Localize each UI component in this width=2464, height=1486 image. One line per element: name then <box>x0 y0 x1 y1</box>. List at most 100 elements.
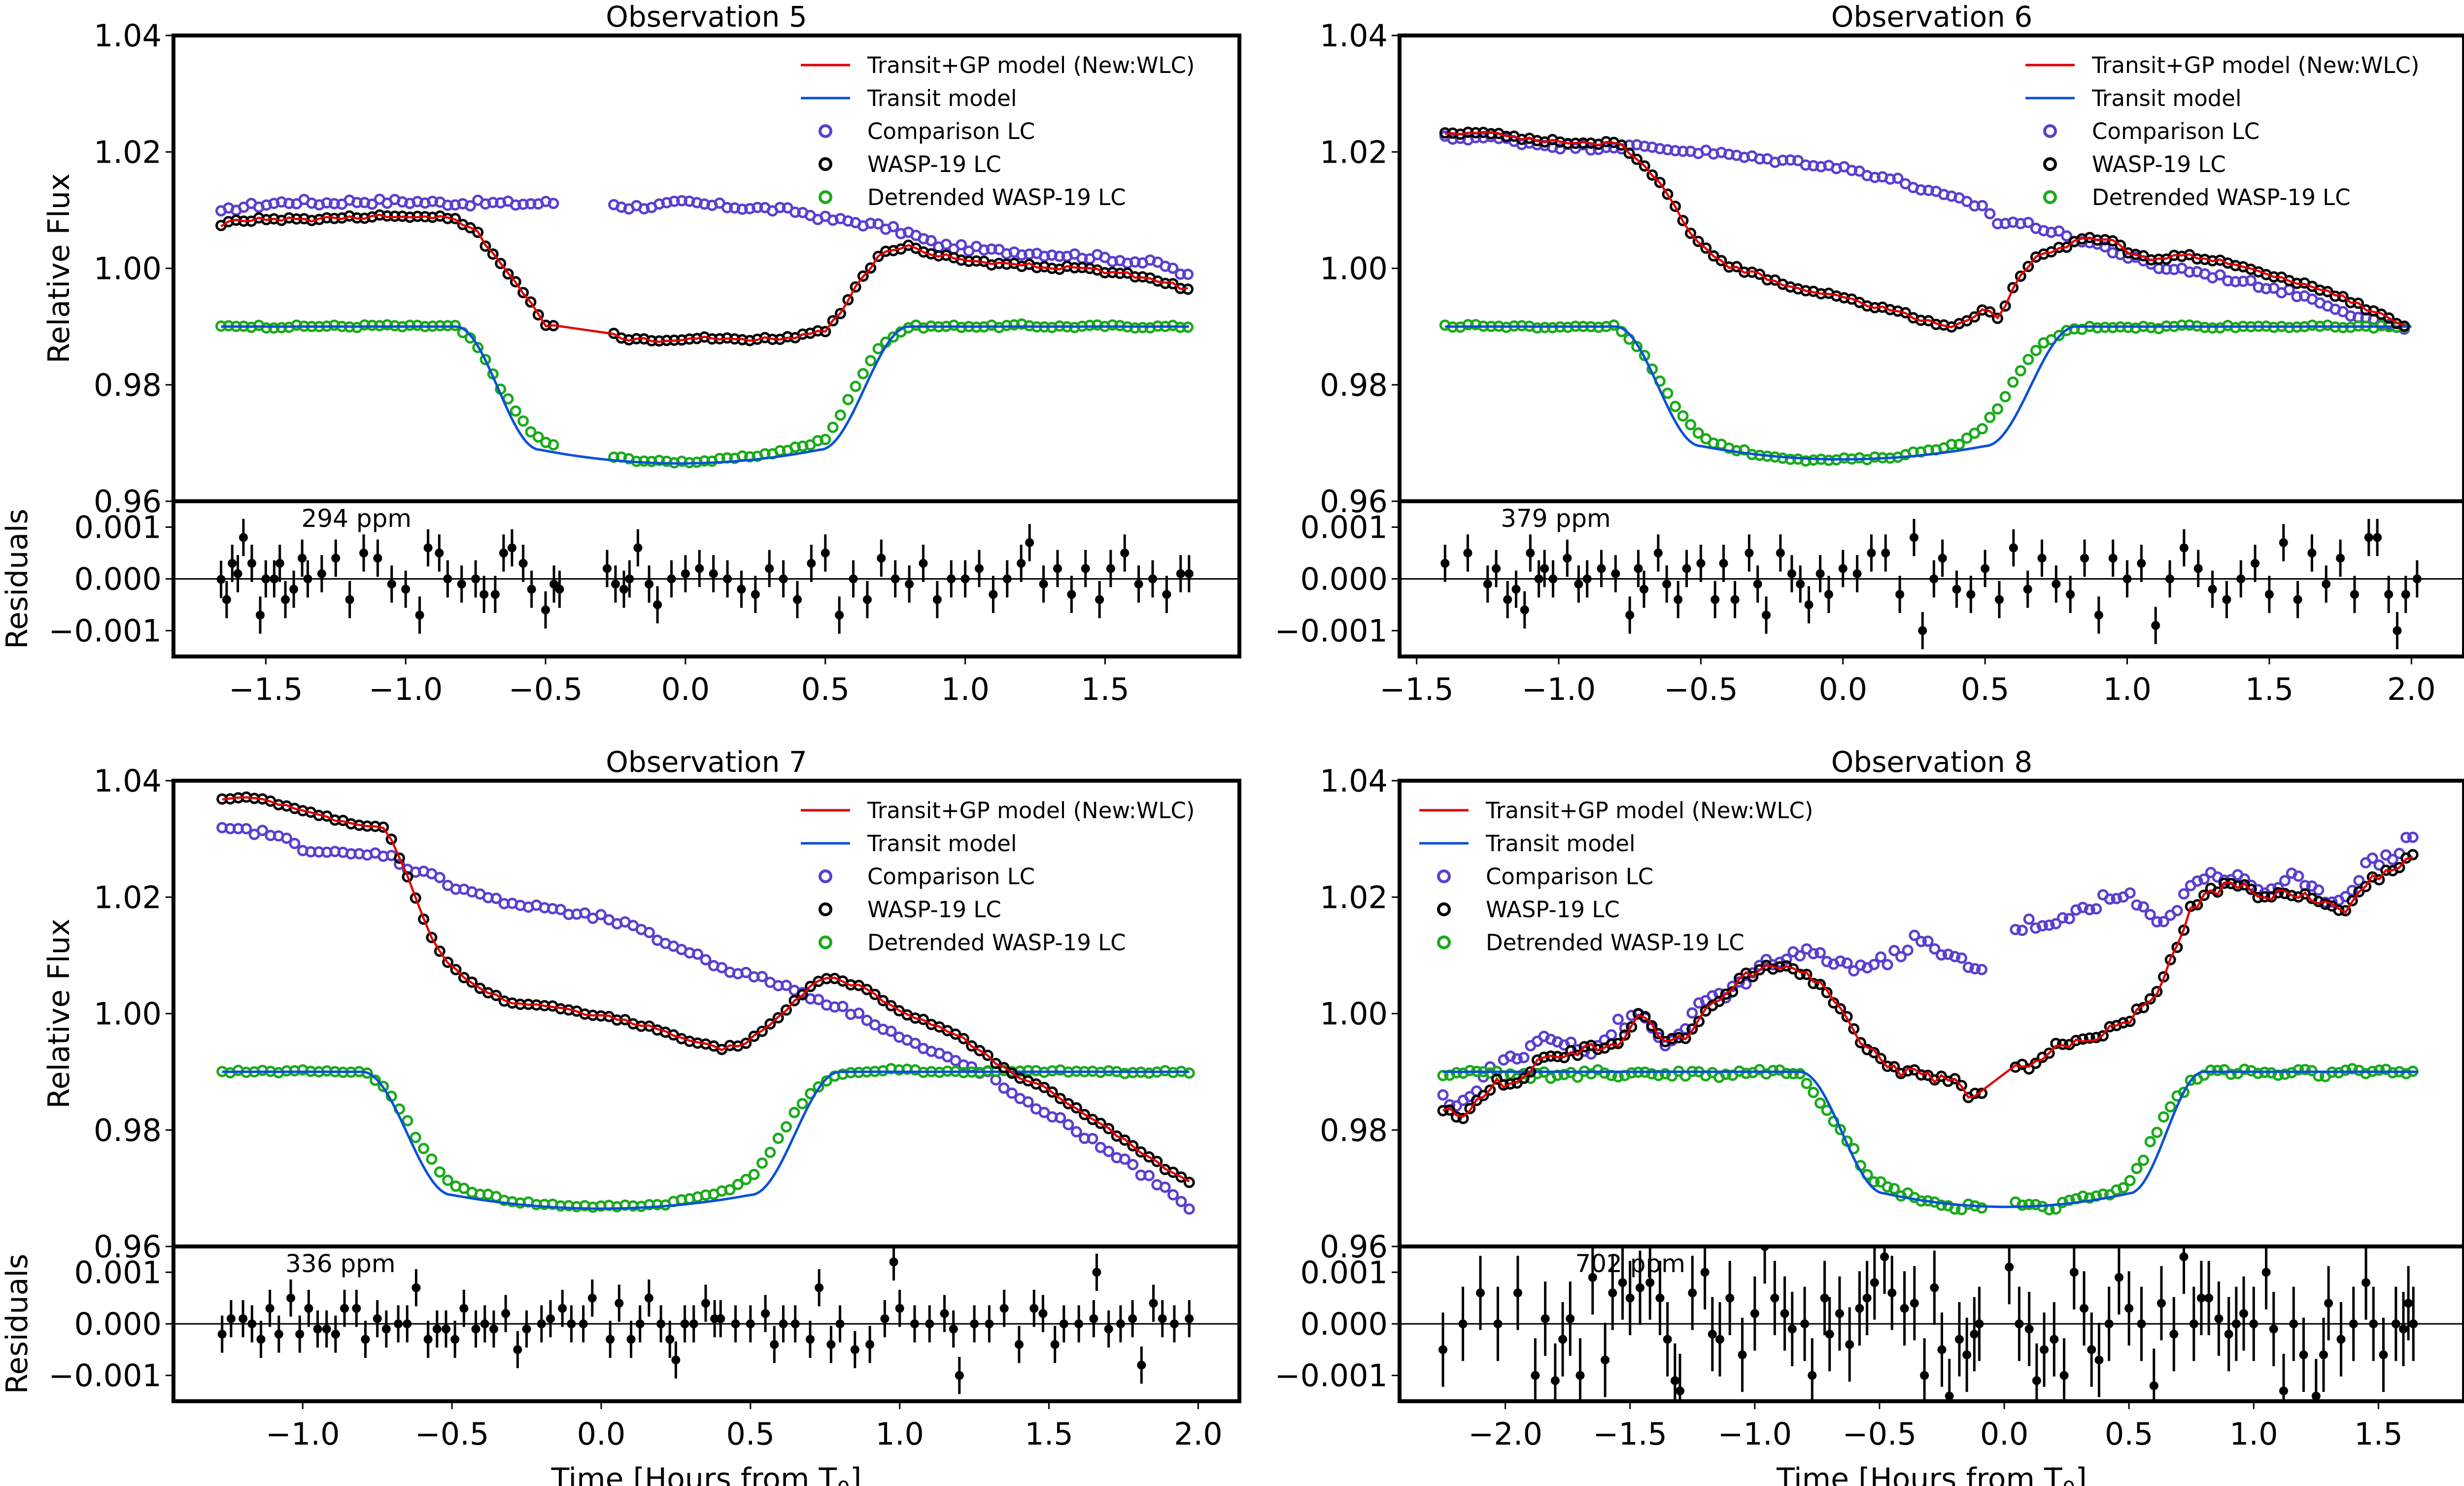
legend-marker-swatch <box>819 902 832 916</box>
wasp19-lc-point <box>2191 899 2203 911</box>
residual-marker <box>457 580 466 588</box>
x-tick-label: −1.0 <box>266 1416 340 1452</box>
residual-point <box>2307 534 2317 572</box>
comparison-lc-series-point <box>1119 1153 1130 1165</box>
residual-marker <box>1655 1293 1665 1303</box>
residual-point <box>716 1300 725 1338</box>
residual-marker <box>2361 1278 2371 1287</box>
comparison-lc-series-point <box>579 907 591 919</box>
residual-point <box>1625 1261 1635 1336</box>
wasp19-lc-point <box>487 248 499 260</box>
residual-point <box>2349 1286 2358 1361</box>
wasp19-lc-point <box>1143 1151 1155 1163</box>
wasp19-lc-point <box>1956 1079 1967 1091</box>
residual-marker <box>1640 585 1649 594</box>
legend-item: Transit model <box>801 830 1017 857</box>
y-tick-label: 1.02 <box>94 134 162 170</box>
residual-point <box>2104 1286 2114 1361</box>
residual-marker <box>587 1293 597 1303</box>
wasp19-lc-point <box>1646 169 1658 181</box>
comparison-lc-series-point <box>1882 959 1893 970</box>
comparison-lc-series-point <box>434 872 445 883</box>
legend: Transit+GP model (New:WLC) Transit model C… <box>801 797 1195 956</box>
residual-marker <box>656 1319 666 1328</box>
wasp19-lc-point <box>510 276 521 288</box>
residual-point <box>1867 534 1876 572</box>
residual-marker <box>1574 580 1583 588</box>
residual-point <box>2222 581 2231 619</box>
residual-marker <box>322 1324 331 1334</box>
comparison-lc-series-point <box>1902 944 1914 956</box>
detrended-wasp19-series <box>1439 319 2410 467</box>
residual-point <box>2224 1297 2233 1372</box>
comparison-lc-series-point <box>861 1014 873 1026</box>
detrended-wasp19-series-point <box>532 431 544 443</box>
x-axis-label-subscript: 0 <box>2062 1477 2076 1486</box>
comparison-lc-series-point <box>998 1082 1010 1094</box>
comparison-lc-series-point <box>2124 887 2136 899</box>
detrended-wasp19-series-point <box>1531 1068 1543 1079</box>
residual-point <box>955 1356 964 1394</box>
residual-marker <box>2384 590 2394 599</box>
residual-point <box>985 1305 994 1343</box>
residual-point <box>1059 1305 1068 1343</box>
residual-marker <box>313 1324 322 1334</box>
residual-marker <box>501 1309 511 1318</box>
residual-marker <box>1804 600 1814 609</box>
residual-marker <box>1653 549 1663 557</box>
residual-point <box>1548 560 1558 598</box>
resid-y-tick-label: 0.000 <box>74 1306 162 1342</box>
residual-marker <box>2179 1252 2189 1261</box>
wasp19-lc-point <box>748 1031 760 1042</box>
residual-marker <box>1081 564 1090 573</box>
residual-point <box>1954 1302 1964 1377</box>
residual-marker <box>340 1304 349 1313</box>
residual-point <box>579 1305 588 1343</box>
wasp19-lc-point <box>1103 1123 1115 1135</box>
residual-point <box>1862 1261 1872 1336</box>
detrended-wasp19-series-point <box>2151 1127 2163 1138</box>
residual-marker <box>737 585 746 594</box>
legend-item: Detrended WASP-19 LC <box>2043 184 2351 210</box>
residual-marker <box>513 1345 522 1354</box>
comparison-lc-series-point <box>1062 1119 1074 1131</box>
residual-plot-area <box>173 1246 1239 1394</box>
residual-point <box>2239 1276 2249 1351</box>
residual-marker <box>940 1309 949 1318</box>
wasp19-lc-point <box>1038 1081 1050 1093</box>
wasp19-lc-point <box>1046 1086 1058 1098</box>
residual-marker <box>975 564 984 573</box>
residual-point <box>1513 1255 1522 1330</box>
x-tick-label: −0.5 <box>1843 1416 1917 1452</box>
residual-marker <box>1438 1345 1448 1354</box>
wasp19-lc-point <box>1616 139 1627 151</box>
residual-point <box>1563 539 1572 577</box>
residual-marker <box>2169 1329 2179 1339</box>
wasp19-lc-point <box>861 984 873 996</box>
residual-point <box>1645 1246 1655 1320</box>
residual-point <box>501 1295 511 1332</box>
residual-point <box>2319 1317 2328 1392</box>
residual-point <box>644 1279 653 1317</box>
comparison-lc-series-point <box>1892 173 1904 184</box>
residual-marker <box>2311 1391 2321 1401</box>
residual-point <box>737 570 746 608</box>
residual-marker <box>1670 1376 1679 1385</box>
legend-label: Comparison LC <box>2092 118 2259 144</box>
detrended-wasp19-series <box>1437 1063 2419 1215</box>
residual-point <box>2409 1286 2418 1361</box>
residual-marker <box>373 1314 382 1323</box>
residual-point <box>2324 1266 2333 1341</box>
residual-point <box>1540 1281 1550 1356</box>
resid-y-tick-label: 0.001 <box>74 1254 162 1290</box>
detrended-wasp19-series-point <box>1999 391 2011 403</box>
comparison-lc-series-point <box>1868 959 1880 970</box>
residual-marker <box>761 1309 770 1318</box>
residual-point <box>779 560 788 598</box>
detrended-wasp19-series-point <box>2299 1064 2311 1075</box>
wasp19-lc-point <box>2245 883 2257 895</box>
wasp19-lc-point <box>1437 1105 1449 1116</box>
residual-point <box>1670 1343 1679 1401</box>
residual-marker <box>2023 585 2032 594</box>
residual-marker <box>709 569 718 578</box>
